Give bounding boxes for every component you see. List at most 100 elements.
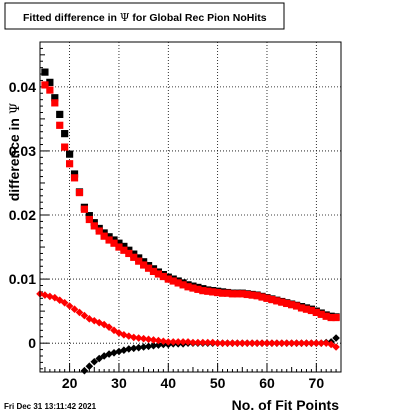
x-tick-label: 30 <box>111 375 127 391</box>
data-point <box>332 343 340 351</box>
chart-title-prefix: Fitted difference in <box>23 12 120 24</box>
x-tick-label: 60 <box>259 375 275 391</box>
data-point <box>169 338 178 346</box>
x-tick-label: 50 <box>210 375 226 391</box>
data-point <box>70 174 79 182</box>
data-point <box>70 170 79 178</box>
data-point <box>41 68 49 76</box>
data-point <box>258 293 266 301</box>
data-point <box>174 338 182 346</box>
data-point <box>277 339 286 347</box>
data-point <box>199 338 207 347</box>
chart-title: Fitted difference in Ψ for Global Rec Pi… <box>23 11 267 24</box>
title-box-frame <box>4 2 285 30</box>
data-point <box>130 253 138 261</box>
data-point <box>105 323 113 331</box>
y-tick-label: 0.04 <box>9 79 36 95</box>
data-point <box>189 284 197 292</box>
data-point <box>65 302 74 310</box>
data-point <box>184 338 192 346</box>
y-tick-label: 0.02 <box>9 207 36 223</box>
data-point <box>46 86 54 94</box>
data-point <box>268 339 276 347</box>
data-point <box>105 236 113 244</box>
data-point <box>125 249 133 258</box>
data-point <box>288 301 296 309</box>
data-point <box>194 285 202 293</box>
data-point <box>120 242 128 251</box>
data-point <box>125 345 133 353</box>
data-point <box>228 339 237 347</box>
data-point <box>129 333 138 342</box>
data-point <box>327 340 335 349</box>
data-point <box>135 257 143 265</box>
data-point <box>268 295 276 304</box>
data-point <box>144 342 153 351</box>
chart-title-suffix: for Global Rec Pion NoHits <box>130 12 267 24</box>
data-point <box>149 336 158 344</box>
data-point <box>204 287 212 295</box>
data-point <box>90 316 99 325</box>
axes: 20 30 40 50 60 70 0 0.01 0.02 0.03 0.04 <box>9 47 342 391</box>
data-point <box>273 339 281 347</box>
data-point <box>238 290 246 298</box>
data-point <box>317 310 325 318</box>
data-point <box>238 339 247 347</box>
data-point <box>218 339 227 347</box>
data-point <box>179 338 187 346</box>
data-point <box>56 121 64 129</box>
data-point <box>223 339 232 347</box>
data-point <box>208 338 217 347</box>
data-point <box>51 293 59 302</box>
title-box: Fitted difference in Ψ for Global Rec Pi… <box>4 2 285 30</box>
data-point <box>56 110 64 119</box>
data-marks <box>36 68 340 375</box>
data-point <box>80 366 89 375</box>
data-point <box>90 357 99 366</box>
data-point <box>46 78 54 86</box>
data-point <box>149 267 158 275</box>
data-point <box>85 362 94 371</box>
data-point <box>144 335 153 344</box>
series-3 <box>36 290 340 351</box>
data-point <box>312 339 321 347</box>
data-point <box>144 264 153 272</box>
data-point <box>223 289 232 297</box>
data-point <box>322 312 330 320</box>
data-point <box>282 339 291 347</box>
data-point <box>209 288 217 296</box>
data-point <box>327 313 335 322</box>
data-point <box>41 81 49 89</box>
data-point <box>80 311 89 320</box>
data-point <box>41 291 49 299</box>
data-point <box>95 227 103 235</box>
data-point <box>263 294 271 302</box>
data-point <box>214 288 222 297</box>
data-point <box>184 283 192 291</box>
data-point <box>218 289 227 297</box>
data-point <box>95 354 104 363</box>
data-point <box>55 296 64 305</box>
data-point <box>302 305 311 313</box>
data-point <box>203 338 212 347</box>
data-point <box>134 343 143 352</box>
data-point <box>80 205 89 213</box>
data-point <box>75 308 84 317</box>
data-point <box>189 338 197 347</box>
data-point <box>61 143 69 151</box>
data-point <box>174 279 182 287</box>
data-point <box>60 298 69 307</box>
data-point <box>100 232 108 240</box>
data-point <box>85 215 93 224</box>
data-point <box>140 261 148 269</box>
data-point <box>199 287 207 295</box>
y-tick-label: 0 <box>28 335 36 351</box>
data-point <box>154 341 163 349</box>
data-point <box>75 188 84 197</box>
plot-frame <box>39 41 342 373</box>
data-point <box>129 344 138 353</box>
data-point <box>317 339 326 347</box>
data-point <box>258 339 266 347</box>
